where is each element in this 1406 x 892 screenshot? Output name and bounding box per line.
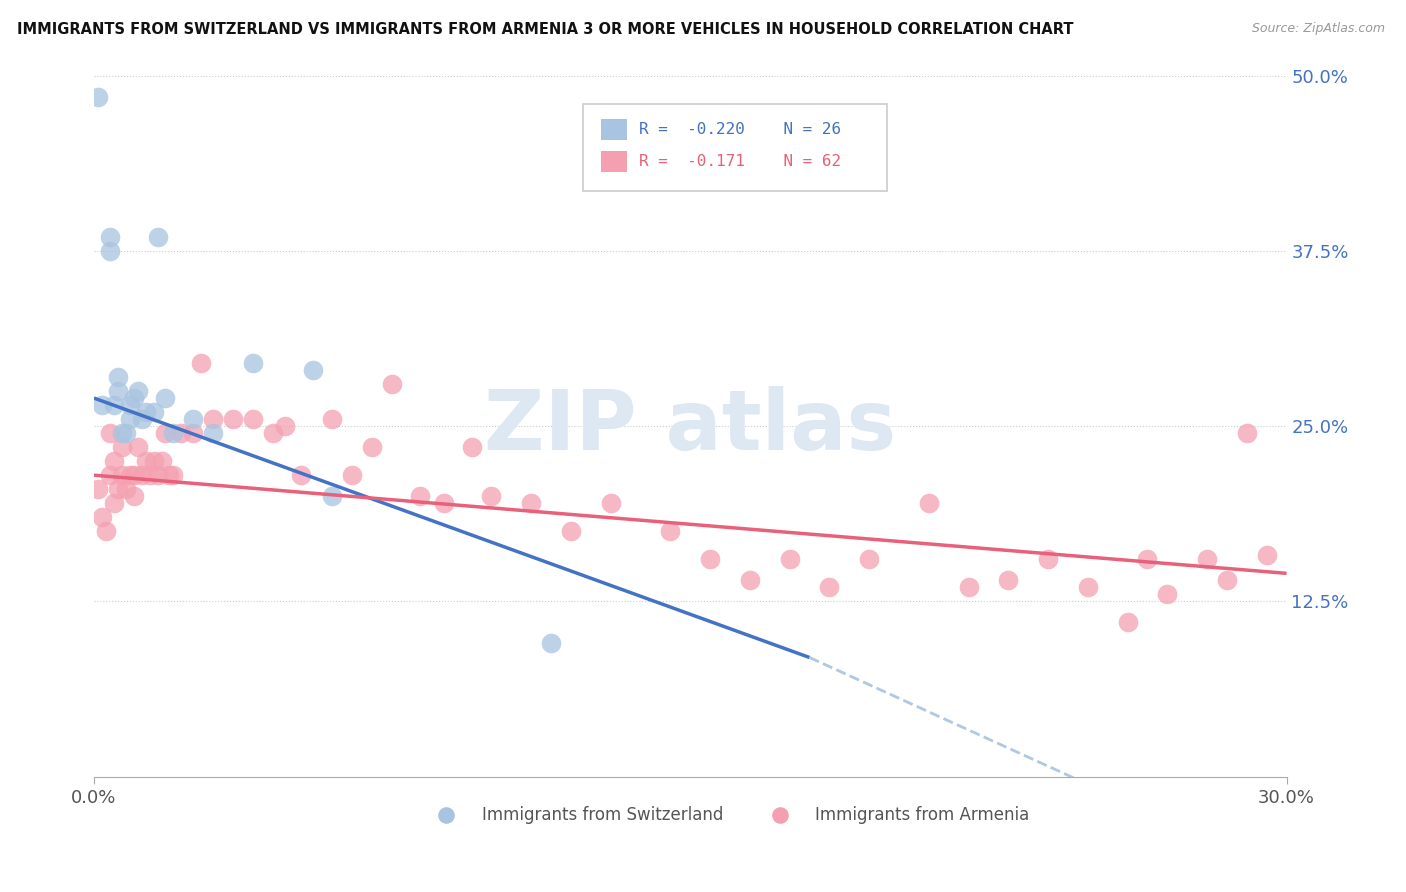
Point xyxy=(190,356,212,370)
Point xyxy=(118,412,141,426)
Point xyxy=(222,412,245,426)
Point xyxy=(135,454,157,468)
Point xyxy=(342,468,364,483)
Point xyxy=(111,468,134,483)
Point xyxy=(1077,581,1099,595)
Point xyxy=(481,489,503,503)
Point xyxy=(242,412,264,426)
Point xyxy=(107,482,129,496)
Point xyxy=(146,229,169,244)
Point xyxy=(957,581,980,595)
Point xyxy=(103,454,125,468)
Point xyxy=(98,244,121,258)
Point xyxy=(301,363,323,377)
Text: R =  -0.171    N = 62: R = -0.171 N = 62 xyxy=(638,154,841,169)
Point xyxy=(321,412,343,426)
Point xyxy=(90,510,112,524)
Point xyxy=(433,496,456,510)
Point xyxy=(118,468,141,483)
Point xyxy=(118,398,141,412)
Point xyxy=(1197,552,1219,566)
Point xyxy=(87,482,110,496)
Point xyxy=(170,426,193,441)
Text: Immigrants from Switzerland: Immigrants from Switzerland xyxy=(481,806,723,824)
Point xyxy=(242,356,264,370)
Point xyxy=(103,496,125,510)
Point xyxy=(599,496,621,510)
Point xyxy=(290,468,312,483)
Point xyxy=(146,468,169,483)
FancyBboxPatch shape xyxy=(600,119,627,140)
Point xyxy=(262,426,284,441)
Text: IMMIGRANTS FROM SWITZERLAND VS IMMIGRANTS FROM ARMENIA 3 OR MORE VEHICLES IN HOU: IMMIGRANTS FROM SWITZERLAND VS IMMIGRANT… xyxy=(17,22,1073,37)
Point xyxy=(181,412,204,426)
Point xyxy=(818,581,841,595)
Point xyxy=(142,405,165,419)
Point xyxy=(274,419,297,434)
Point xyxy=(127,384,149,398)
Point xyxy=(1236,426,1258,441)
Point xyxy=(159,468,181,483)
Point xyxy=(560,524,582,539)
Point xyxy=(111,426,134,441)
Point xyxy=(1156,587,1178,601)
Point xyxy=(87,89,110,103)
Point xyxy=(107,370,129,384)
Point xyxy=(699,552,721,566)
Point xyxy=(138,468,160,483)
Point xyxy=(122,468,145,483)
Point xyxy=(659,524,682,539)
Point xyxy=(1136,552,1159,566)
Point xyxy=(997,574,1019,588)
Point xyxy=(1116,615,1139,630)
Point xyxy=(1256,548,1278,562)
Point xyxy=(361,440,384,454)
Point xyxy=(114,482,136,496)
Point xyxy=(1036,552,1059,566)
Point xyxy=(1216,574,1239,588)
Text: ZIP atlas: ZIP atlas xyxy=(484,385,897,467)
Point xyxy=(98,468,121,483)
Point xyxy=(321,489,343,503)
Point xyxy=(94,524,117,539)
Point xyxy=(90,398,112,412)
Point xyxy=(107,384,129,398)
Point xyxy=(202,426,225,441)
Point xyxy=(738,574,761,588)
Point xyxy=(520,496,543,510)
Point xyxy=(142,454,165,468)
Point xyxy=(540,636,562,650)
Text: R =  -0.220    N = 26: R = -0.220 N = 26 xyxy=(638,122,841,137)
Text: Source: ZipAtlas.com: Source: ZipAtlas.com xyxy=(1251,22,1385,36)
Text: Immigrants from Armenia: Immigrants from Armenia xyxy=(815,806,1029,824)
Point xyxy=(155,391,177,405)
FancyBboxPatch shape xyxy=(583,103,887,191)
Point xyxy=(381,377,404,392)
Point xyxy=(1256,847,1278,861)
Point xyxy=(131,412,153,426)
Point xyxy=(918,496,941,510)
Point xyxy=(127,440,149,454)
Point xyxy=(122,489,145,503)
Point xyxy=(799,167,821,181)
Point xyxy=(114,426,136,441)
Point xyxy=(98,229,121,244)
Point xyxy=(779,552,801,566)
Point xyxy=(409,489,432,503)
FancyBboxPatch shape xyxy=(600,152,627,172)
Point xyxy=(460,440,482,454)
Point xyxy=(131,468,153,483)
Point xyxy=(103,398,125,412)
Point xyxy=(135,405,157,419)
Point xyxy=(202,412,225,426)
Point xyxy=(111,440,134,454)
Point xyxy=(155,426,177,441)
Point xyxy=(98,426,121,441)
Point xyxy=(181,426,204,441)
Point xyxy=(150,454,173,468)
Point xyxy=(858,552,880,566)
Point xyxy=(122,391,145,405)
Point xyxy=(162,426,184,441)
Point xyxy=(162,468,184,483)
